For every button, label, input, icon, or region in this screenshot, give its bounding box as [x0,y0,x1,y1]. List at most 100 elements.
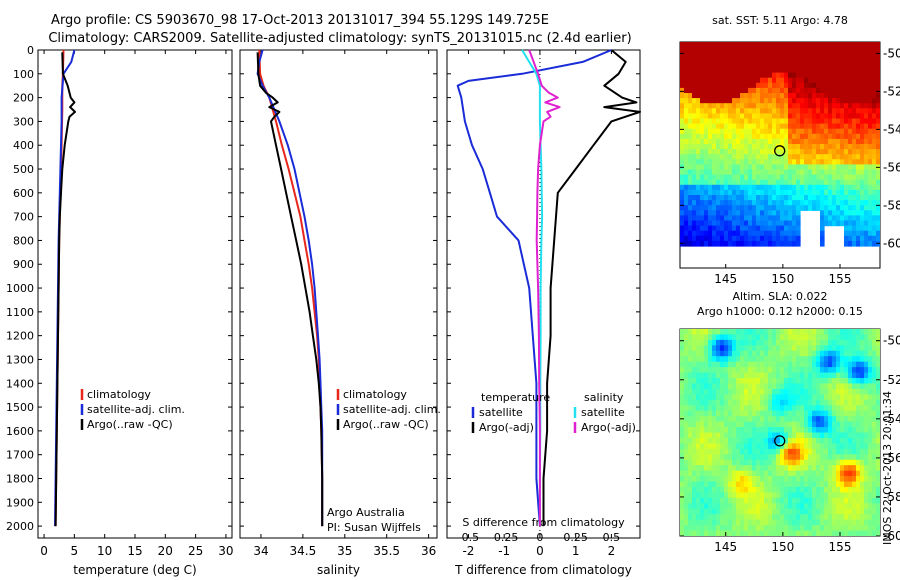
map-cell [720,454,725,461]
map-cell [748,508,753,515]
map-cell [780,486,785,494]
map-cell [848,215,853,222]
map-cell [876,72,880,79]
map-cell [780,225,785,232]
map-cell [796,87,801,94]
map-cell [720,138,725,145]
map-cell [768,215,773,222]
map-cell [876,128,880,135]
y-tick-label: 800 [13,234,34,247]
map-cell [812,128,817,135]
map-cell [708,225,713,232]
map-cell [740,47,745,53]
map-cell [688,514,693,521]
map-cell [860,205,865,211]
map-cell [776,421,781,428]
map-cell [780,77,785,84]
map-cell [732,144,737,150]
map-cell [736,67,741,74]
map-cell [688,410,693,417]
map-cell [740,394,745,401]
map-cell [828,372,833,379]
map-cell [772,350,777,357]
map-cell [692,108,697,114]
map-cell [856,519,861,526]
map-cell [780,118,785,125]
map-cell [800,378,805,385]
map-cell [872,503,877,510]
map-cell [680,329,685,336]
map-cell [688,164,693,171]
map-cell [808,329,813,336]
map-cell [732,87,737,94]
map-cell [700,508,705,515]
map-cell [860,240,865,247]
map-cell [708,215,713,222]
y-tick-label: 300 [13,115,34,128]
map-cell [744,503,749,510]
map-cell [808,497,813,504]
map-cell [756,72,761,79]
map-cell [852,383,857,390]
map-cell [848,189,853,196]
map-cell [724,52,729,58]
map-cell [860,339,865,346]
map-cell [716,530,721,536]
map-cell [724,215,729,222]
map-cell [696,82,701,89]
map-cell [720,42,725,48]
map-cell [756,113,761,120]
map-cell [736,334,741,341]
map-cell [852,427,857,434]
map-cell [724,443,729,450]
map-cell [728,503,733,510]
map-cell [828,432,833,439]
map-cell [688,230,693,237]
map-cell [732,93,737,99]
map-cell [700,240,705,247]
map-cell [748,530,753,536]
map-cell [724,361,729,368]
map-cell [744,240,749,247]
map-cell [804,128,809,135]
map-cell [696,497,701,504]
map-cell [692,503,697,510]
map-cell [840,372,845,379]
map-cell [700,416,705,423]
map-cell [740,399,745,406]
map-cell [872,388,877,395]
map-cell [716,378,721,385]
map-cell [740,159,745,165]
map-cell [840,93,845,99]
map-cell [696,361,701,368]
map-cell [804,465,809,472]
map-cell [764,133,769,140]
map-cell [708,93,713,99]
map-cell [872,470,877,477]
map-cell [812,399,817,406]
map-cell [744,514,749,521]
map-cell [720,519,725,526]
map-cell [728,432,733,439]
map-cell [712,113,717,120]
map-cell [872,128,877,135]
map-cell [812,519,817,526]
map-cell [772,164,777,171]
map-cell [772,476,777,483]
map-cell [808,108,813,114]
map-cell [684,454,689,461]
map-cell [868,454,873,461]
map-cell [696,128,701,135]
map-cell [840,405,845,412]
map-cell [840,508,845,515]
map-cell [724,530,729,536]
map-cell [680,195,685,201]
map-cell [684,421,689,428]
map-cell [864,486,869,494]
map-cell [752,345,757,352]
map-cell [828,62,833,69]
legend-group-title: salinity [584,391,624,404]
map-cell [804,443,809,450]
map-cell [848,52,853,58]
map-cell [680,334,685,341]
